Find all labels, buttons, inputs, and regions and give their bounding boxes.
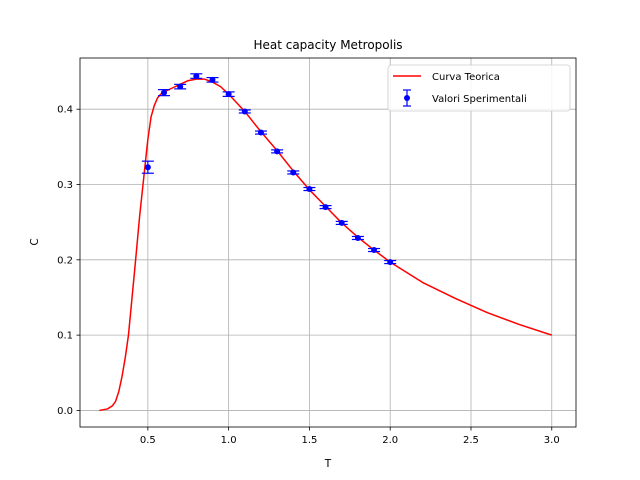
data-marker bbox=[144, 164, 151, 171]
data-point bbox=[190, 73, 203, 80]
y-tick-label: 0.2 bbox=[57, 255, 73, 266]
data-marker bbox=[257, 129, 264, 136]
data-point bbox=[271, 148, 284, 155]
data-marker bbox=[177, 83, 184, 90]
data-point bbox=[368, 247, 381, 254]
data-marker bbox=[290, 169, 297, 176]
data-point bbox=[384, 259, 397, 266]
y-tick-label: 0.4 bbox=[57, 105, 73, 116]
x-tick-label: 2.0 bbox=[382, 435, 398, 446]
data-point bbox=[351, 234, 364, 241]
plot-data bbox=[99, 73, 553, 412]
data-marker bbox=[225, 91, 232, 98]
data-marker bbox=[387, 259, 394, 266]
chart-title: Heat capacity Metropolis bbox=[253, 38, 402, 52]
data-marker bbox=[354, 234, 361, 241]
data-point bbox=[335, 219, 348, 226]
data-point bbox=[222, 91, 235, 98]
data-point bbox=[303, 186, 316, 193]
x-axis-label: T bbox=[324, 458, 332, 470]
data-point bbox=[319, 204, 332, 211]
data-marker bbox=[193, 73, 200, 80]
data-point bbox=[141, 160, 154, 174]
data-marker bbox=[306, 186, 313, 193]
plot-frame bbox=[79, 57, 577, 428]
legend: Curva Teorica Valori Sperimentali bbox=[387, 64, 571, 112]
data-marker bbox=[161, 89, 168, 96]
series-line-curva-teorica bbox=[99, 78, 553, 412]
data-point bbox=[206, 76, 219, 83]
data-marker bbox=[209, 76, 216, 83]
legend-label-valori-sperimentali: Valori Sperimentali bbox=[432, 94, 527, 105]
data-point bbox=[238, 108, 251, 115]
axis-ticks: 0.5 1.0 1.5 2.0 2.5 3.0 0.0 0.1 0.2 0.3 0.4 bbox=[57, 105, 560, 446]
data-marker bbox=[371, 247, 378, 254]
legend-errorbar-swatch bbox=[403, 89, 411, 107]
x-tick-label: 1.0 bbox=[221, 435, 237, 446]
legend-label-curva-teorica: Curva Teorica bbox=[432, 72, 500, 83]
data-marker bbox=[274, 148, 281, 155]
y-axis-label: C bbox=[29, 238, 41, 245]
y-tick-label: 0.0 bbox=[57, 406, 73, 417]
y-tick-label: 0.3 bbox=[57, 180, 73, 191]
x-tick-label: 0.5 bbox=[140, 435, 156, 446]
data-point bbox=[158, 89, 171, 97]
data-point bbox=[254, 129, 267, 136]
data-marker bbox=[338, 219, 345, 226]
x-tick-label: 2.5 bbox=[463, 435, 479, 446]
data-marker bbox=[322, 204, 329, 211]
data-point bbox=[174, 83, 187, 90]
data-point bbox=[287, 169, 300, 176]
legend-box bbox=[387, 64, 571, 112]
data-marker bbox=[241, 108, 248, 115]
y-tick-label: 0.1 bbox=[57, 331, 73, 342]
x-tick-label: 1.5 bbox=[301, 435, 317, 446]
x-tick-label: 3.0 bbox=[544, 435, 560, 446]
